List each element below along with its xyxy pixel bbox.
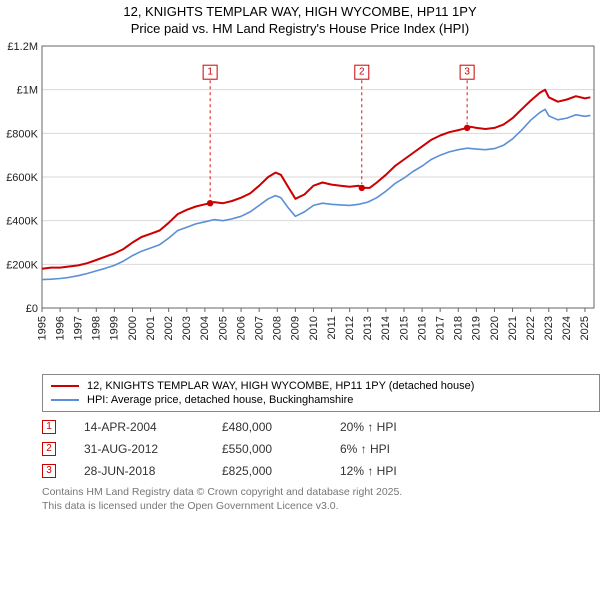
legend-box: 12, KNIGHTS TEMPLAR WAY, HIGH WYCOMBE, H… bbox=[42, 374, 600, 412]
sale-marker: 1 bbox=[42, 420, 56, 434]
footer-line-1: Contains HM Land Registry data © Crown c… bbox=[42, 485, 600, 499]
svg-text:2018: 2018 bbox=[453, 316, 465, 340]
svg-text:2023: 2023 bbox=[543, 316, 555, 340]
svg-text:2016: 2016 bbox=[416, 316, 428, 340]
legend-row: 12, KNIGHTS TEMPLAR WAY, HIGH WYCOMBE, H… bbox=[51, 379, 591, 393]
legend-row: HPI: Average price, detached house, Buck… bbox=[51, 393, 591, 407]
line-chart-svg: £0 £200K £400K £600K £800K £1M £1.2M 1995 1996 19… bbox=[0, 38, 600, 368]
svg-text:2020: 2020 bbox=[489, 316, 501, 340]
legend-swatch bbox=[51, 399, 79, 401]
svg-text:2007: 2007 bbox=[253, 316, 265, 340]
sale-delta: 12% ↑ HPI bbox=[340, 464, 440, 478]
sales-table: 1 14-APR-2004 £480,000 20% ↑ HPI 2 31-AUG-201… bbox=[42, 416, 600, 482]
svg-text:1996: 1996 bbox=[54, 316, 66, 340]
svg-text:2009: 2009 bbox=[290, 316, 302, 340]
svg-text:1995: 1995 bbox=[36, 316, 48, 340]
svg-text:£200K: £200K bbox=[6, 259, 38, 271]
chart-title: 12, KNIGHTS TEMPLAR WAY, HIGH WYCOMBE, H… bbox=[0, 0, 600, 38]
svg-text:2022: 2022 bbox=[525, 316, 537, 340]
svg-text:2014: 2014 bbox=[380, 316, 392, 340]
chart-area: £0 £200K £400K £600K £800K £1M £1.2M 1995 1996 19… bbox=[0, 38, 600, 368]
svg-text:1997: 1997 bbox=[72, 316, 84, 340]
sale-marker: 3 bbox=[42, 464, 56, 478]
svg-text:£0: £0 bbox=[26, 303, 38, 315]
sale-row: 3 28-JUN-2018 £825,000 12% ↑ HPI bbox=[42, 460, 600, 482]
svg-text:2021: 2021 bbox=[507, 316, 519, 340]
svg-text:2: 2 bbox=[359, 66, 365, 77]
svg-text:2000: 2000 bbox=[127, 316, 139, 340]
sale-delta: 20% ↑ HPI bbox=[340, 420, 440, 434]
svg-text:£1M: £1M bbox=[17, 84, 38, 96]
sale-row: 1 14-APR-2004 £480,000 20% ↑ HPI bbox=[42, 416, 600, 438]
svg-text:2002: 2002 bbox=[163, 316, 175, 340]
svg-text:2004: 2004 bbox=[199, 316, 211, 340]
svg-text:£800K: £800K bbox=[6, 128, 38, 140]
svg-text:1998: 1998 bbox=[91, 316, 103, 340]
footer-line-2: This data is licensed under the Open Gov… bbox=[42, 499, 600, 513]
svg-text:2001: 2001 bbox=[145, 316, 157, 340]
sale-price: £825,000 bbox=[222, 464, 312, 478]
sale-marker: 2 bbox=[42, 442, 56, 456]
svg-text:2010: 2010 bbox=[308, 316, 320, 340]
svg-text:2019: 2019 bbox=[471, 316, 483, 340]
svg-text:2005: 2005 bbox=[217, 316, 229, 340]
sale-delta: 6% ↑ HPI bbox=[340, 442, 440, 456]
legend-label: HPI: Average price, detached house, Buck… bbox=[87, 394, 353, 406]
svg-text:3: 3 bbox=[464, 66, 470, 77]
svg-text:£1.2M: £1.2M bbox=[7, 41, 38, 53]
svg-text:1999: 1999 bbox=[109, 316, 121, 340]
sale-date: 14-APR-2004 bbox=[84, 420, 194, 434]
svg-text:2011: 2011 bbox=[326, 316, 338, 340]
footer-attribution: Contains HM Land Registry data © Crown c… bbox=[42, 482, 600, 513]
sale-date: 28-JUN-2018 bbox=[84, 464, 194, 478]
svg-text:2017: 2017 bbox=[434, 316, 446, 340]
svg-text:2008: 2008 bbox=[272, 316, 284, 340]
legend-swatch bbox=[51, 385, 79, 387]
legend-label: 12, KNIGHTS TEMPLAR WAY, HIGH WYCOMBE, H… bbox=[87, 380, 474, 392]
svg-text:1: 1 bbox=[207, 66, 213, 77]
title-line-1: 12, KNIGHTS TEMPLAR WAY, HIGH WYCOMBE, H… bbox=[0, 4, 600, 21]
svg-text:2012: 2012 bbox=[344, 316, 356, 340]
svg-text:2003: 2003 bbox=[181, 316, 193, 340]
svg-text:2006: 2006 bbox=[235, 316, 247, 340]
sale-price: £480,000 bbox=[222, 420, 312, 434]
sale-date: 31-AUG-2012 bbox=[84, 442, 194, 456]
svg-text:£400K: £400K bbox=[6, 215, 38, 227]
svg-text:£600K: £600K bbox=[6, 172, 38, 184]
sale-price: £550,000 bbox=[222, 442, 312, 456]
svg-text:2024: 2024 bbox=[561, 316, 573, 340]
svg-text:2025: 2025 bbox=[579, 316, 591, 340]
sale-row: 2 31-AUG-2012 £550,000 6% ↑ HPI bbox=[42, 438, 600, 460]
title-line-2: Price paid vs. HM Land Registry's House … bbox=[0, 21, 600, 38]
figure-root: 12, KNIGHTS TEMPLAR WAY, HIGH WYCOMBE, H… bbox=[0, 0, 600, 590]
svg-text:2015: 2015 bbox=[398, 316, 410, 340]
svg-text:2013: 2013 bbox=[362, 316, 374, 340]
